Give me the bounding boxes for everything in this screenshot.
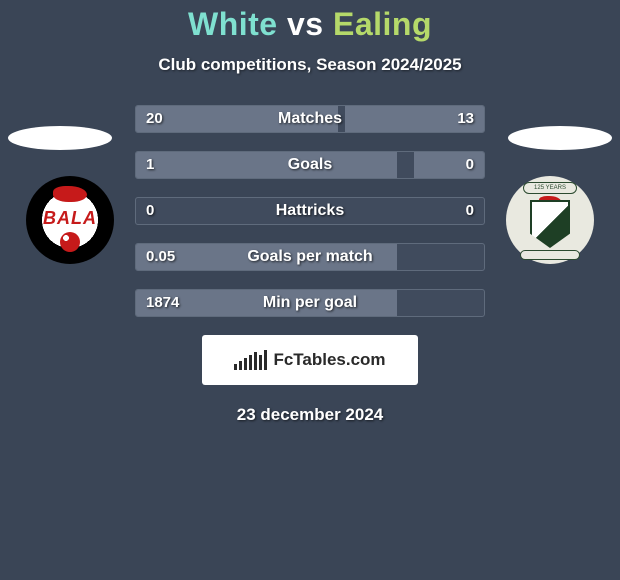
- stat-row: 1Goals0: [135, 151, 485, 179]
- stat-label: Goals: [136, 152, 484, 178]
- crest-label: BALA: [43, 208, 97, 229]
- stat-row: 0Hattricks0: [135, 197, 485, 225]
- player2-name: Ealing: [333, 6, 432, 42]
- stat-value-right: 13: [447, 106, 484, 132]
- player1-name: White: [188, 6, 278, 42]
- stat-row: 1874Min per goal: [135, 289, 485, 317]
- opponent-crest: 125 YEARS: [500, 176, 600, 264]
- stat-label: Min per goal: [136, 290, 484, 316]
- stat-label: Goals per match: [136, 244, 484, 270]
- date-text: 23 december 2024: [0, 405, 620, 425]
- bar-icon: [249, 355, 252, 370]
- stat-row: 0.05Goals per match: [135, 243, 485, 271]
- football-icon: [60, 232, 80, 252]
- stat-row: 20Matches13: [135, 105, 485, 133]
- branding-text: FcTables.com: [273, 350, 385, 370]
- stat-value-right: [464, 244, 484, 270]
- crest-ring: BALA: [26, 176, 114, 264]
- bar-icon: [254, 352, 257, 370]
- bar-icon: [239, 361, 242, 370]
- stats-list: 20Matches131Goals00Hattricks00.05Goals p…: [135, 105, 485, 317]
- stat-value-right: 0: [456, 152, 484, 178]
- title-vs: vs: [287, 6, 324, 42]
- title: White vs Ealing: [0, 6, 620, 43]
- shield-icon: [530, 200, 570, 248]
- stat-value-right: 0: [456, 198, 484, 224]
- bar-icon: [244, 358, 247, 370]
- comparison-card: White vs Ealing Club competitions, Seaso…: [0, 0, 620, 425]
- crest-ring: 125 YEARS: [506, 176, 594, 264]
- crest-banner: 125 YEARS: [523, 182, 577, 194]
- dragon-icon: [53, 186, 87, 202]
- branding-badge: FcTables.com: [202, 335, 418, 385]
- stat-label: Hattricks: [136, 198, 484, 224]
- bar-icon: [234, 364, 237, 370]
- bar-icon: [264, 350, 267, 370]
- left-ellipse-decor: [8, 126, 112, 150]
- stat-label: Matches: [136, 106, 484, 132]
- right-ellipse-decor: [508, 126, 612, 150]
- stat-value-right: [464, 290, 484, 316]
- subtitle: Club competitions, Season 2024/2025: [0, 55, 620, 75]
- bala-town-crest: BALA: [20, 176, 120, 264]
- bars-icon: [234, 350, 267, 370]
- ribbon-icon: [520, 250, 580, 260]
- bar-icon: [259, 355, 262, 370]
